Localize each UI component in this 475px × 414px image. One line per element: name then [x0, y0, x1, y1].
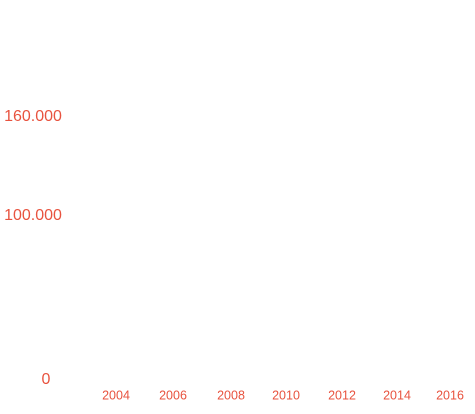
y-tick-label: 100.000	[4, 207, 62, 224]
y-axis: 0 100.000 160.000	[4, 108, 62, 388]
x-tick-label: 2006	[159, 388, 187, 402]
y-tick-label: 160.000	[4, 108, 62, 125]
y-tick-label: 0	[42, 371, 51, 388]
x-tick-label: 2014	[383, 388, 411, 402]
x-tick-label: 2012	[328, 388, 356, 402]
x-tick-label: 2016	[436, 388, 464, 402]
x-tick-label: 2008	[217, 388, 245, 402]
x-axis: 2004 2006 2008 2010 2012 2014 2016	[102, 388, 464, 402]
x-tick-label: 2010	[272, 388, 300, 402]
x-tick-label: 2004	[102, 388, 130, 402]
